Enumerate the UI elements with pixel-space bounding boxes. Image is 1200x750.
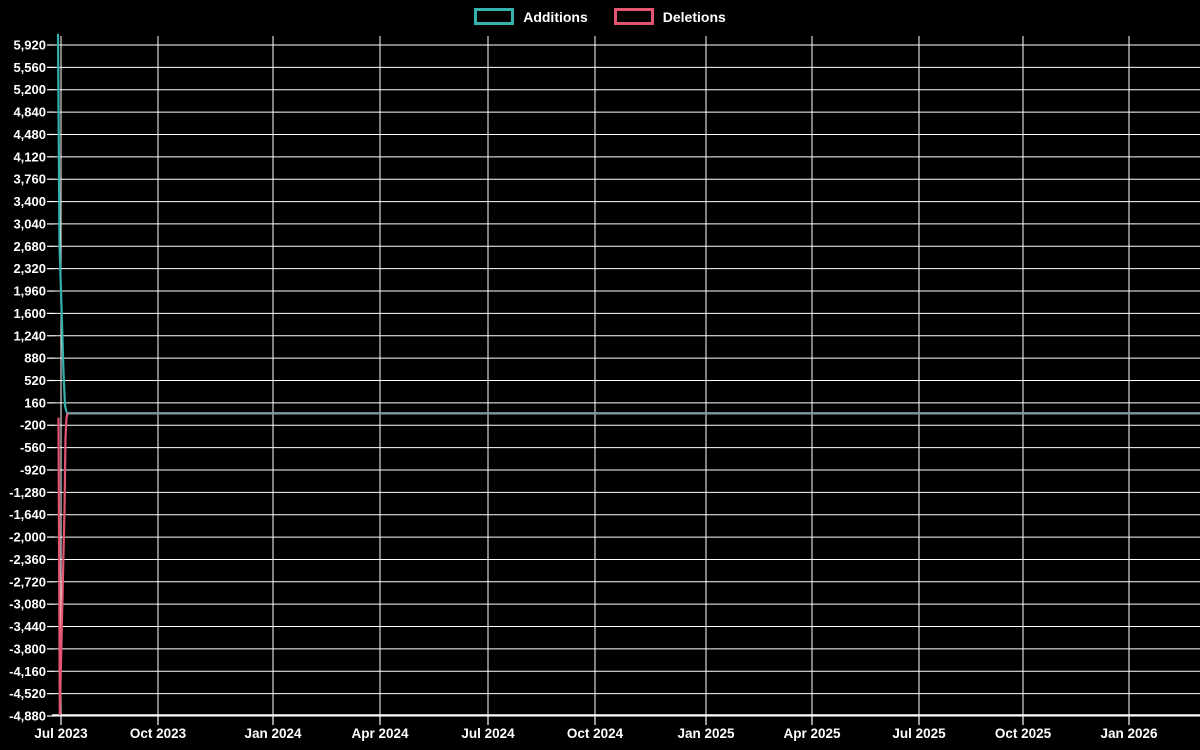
y-tick-label: 5,560	[13, 60, 46, 75]
y-tick-label: -1,640	[9, 507, 46, 522]
x-tick-label: Jan 2026	[1100, 726, 1158, 741]
y-tick-label: -3,440	[9, 619, 46, 634]
y-tick-label: 160	[24, 395, 46, 410]
y-tick-label: -4,880	[9, 709, 46, 724]
y-tick-label: 4,840	[13, 105, 46, 120]
y-tick-label: -2,720	[9, 574, 46, 589]
y-tick-label: 5,200	[13, 82, 46, 97]
series-line-additions	[56, 33, 68, 413]
y-tick-label: 2,680	[13, 239, 46, 254]
x-tick-label: Jul 2025	[892, 726, 946, 741]
x-tick-label: Apr 2025	[783, 726, 841, 741]
y-tick-label: 520	[24, 373, 46, 388]
y-tick-label: -3,800	[9, 641, 46, 656]
y-tick-label: -4,160	[9, 664, 46, 679]
y-tick-label: -3,080	[9, 597, 46, 612]
x-tick-label: Oct 2024	[567, 726, 624, 741]
y-tick-label: -2,360	[9, 552, 46, 567]
y-tick-label: 4,120	[13, 149, 46, 164]
y-tick-label: 1,240	[13, 328, 46, 343]
x-tick-label: Oct 2025	[995, 726, 1052, 741]
y-tick-label: -4,520	[9, 686, 46, 701]
additions-swatch-icon	[474, 8, 515, 25]
x-tick-label: Apr 2024	[351, 726, 409, 741]
y-tick-label: 3,400	[13, 194, 46, 209]
y-tick-label: -560	[20, 440, 46, 455]
deletions-swatch-icon	[613, 8, 654, 25]
y-tick-label: -1,280	[9, 485, 46, 500]
legend-label-additions: Additions	[523, 8, 588, 25]
x-tick-label: Oct 2023	[130, 726, 187, 741]
y-tick-label: 1,600	[13, 306, 46, 321]
legend-item-additions[interactable]: Additions	[474, 8, 588, 25]
series-line-deletions	[57, 413, 69, 716]
y-tick-label: 4,480	[13, 127, 46, 142]
x-tick-label: Jan 2025	[677, 726, 735, 741]
y-tick-label: -200	[20, 418, 46, 433]
y-tick-label: 1,960	[13, 284, 46, 299]
x-tick-label: Jan 2024	[244, 726, 302, 741]
y-tick-label: -2,000	[9, 530, 46, 545]
x-tick-label: Jul 2023	[34, 726, 88, 741]
y-tick-label: 3,760	[13, 172, 46, 187]
y-tick-label: 5,920	[13, 38, 46, 53]
legend-item-deletions[interactable]: Deletions	[613, 8, 726, 25]
x-tick-label: Jul 2024	[461, 726, 515, 741]
y-tick-label: 2,320	[13, 261, 46, 276]
chart-legend: Additions Deletions	[0, 8, 1200, 25]
y-tick-label: 3,040	[13, 216, 46, 231]
legend-label-deletions: Deletions	[662, 8, 726, 25]
y-tick-label: 880	[24, 351, 46, 366]
y-tick-label: -920	[20, 462, 46, 477]
